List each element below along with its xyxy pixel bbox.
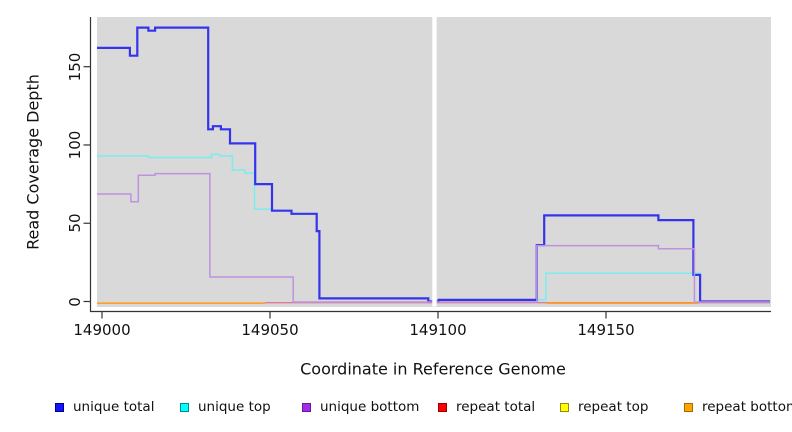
- y-tick-label: 50: [66, 213, 84, 233]
- legend-swatch-icon: [180, 402, 189, 412]
- y-axis-title: Read Coverage Depth: [23, 74, 43, 250]
- x-axis-title: Coordinate in Reference Genome: [300, 359, 566, 379]
- legend-swatch-icon: [55, 402, 64, 412]
- legend-item-unique-total: unique total: [55, 398, 154, 416]
- legend-item-repeat-bottom: repeat bottom: [684, 398, 792, 416]
- legend-swatch-icon: [684, 402, 693, 412]
- legend-label: repeat bottom: [702, 399, 792, 415]
- legend-item-repeat-top: repeat top: [560, 398, 648, 416]
- legend: unique total unique top unique bottom repea…: [0, 398, 792, 416]
- x-tick-label: 149000: [73, 321, 131, 339]
- legend-label: unique top: [198, 399, 271, 415]
- legend-label: repeat total: [456, 399, 536, 415]
- y-tick-label: 100: [66, 130, 84, 160]
- x-tick-label: 149100: [409, 321, 467, 339]
- series-line-unique-bottom: [97, 172, 770, 303]
- legend-item-unique-bottom: unique bottom: [302, 398, 419, 416]
- series-line-unique-total: [97, 26, 770, 303]
- x-tick-label: 149050: [241, 321, 299, 339]
- x-tick-label: 149150: [577, 321, 635, 339]
- legend-item-repeat-total: repeat total: [438, 398, 535, 416]
- legend-label: unique bottom: [320, 399, 420, 415]
- legend-label: repeat top: [578, 399, 649, 415]
- y-tick-label: 0: [66, 296, 84, 307]
- legend-label: unique total: [73, 399, 155, 415]
- coverage-gap: [432, 17, 437, 307]
- legend-swatch-icon: [438, 402, 447, 412]
- plot-svg: [83, 17, 771, 319]
- legend-swatch-icon: [302, 402, 311, 412]
- y-tick-label: 150: [66, 52, 84, 82]
- legend-item-unique-top: unique top: [180, 398, 271, 416]
- legend-swatch-icon: [560, 402, 569, 412]
